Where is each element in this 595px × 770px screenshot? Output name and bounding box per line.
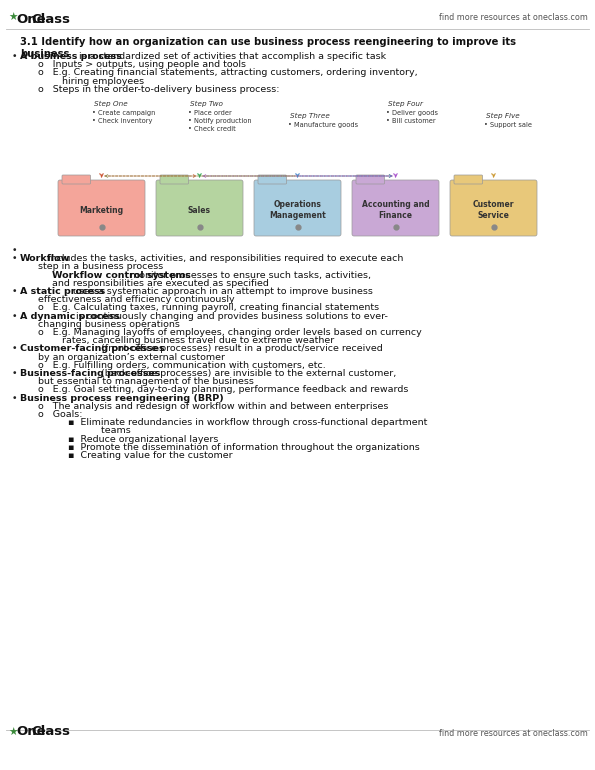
Text: o   The analysis and redesign of workflow within and between enterprises: o The analysis and redesign of workflow … xyxy=(38,402,389,411)
Text: Customer
Service: Customer Service xyxy=(473,200,514,219)
Text: Customer-facing processes: Customer-facing processes xyxy=(20,344,165,353)
FancyBboxPatch shape xyxy=(254,180,341,236)
Text: Workflow control systems: Workflow control systems xyxy=(52,270,191,280)
Text: o   Inputs > outputs, using people and tools: o Inputs > outputs, using people and too… xyxy=(38,60,246,69)
FancyBboxPatch shape xyxy=(454,175,483,184)
Text: rates, cancelling business travel due to extreme weather: rates, cancelling business travel due to… xyxy=(38,336,334,345)
Text: step in a business process: step in a business process xyxy=(38,263,163,271)
Text: •: • xyxy=(12,246,17,255)
Text: Step Three: Step Three xyxy=(290,113,330,119)
Text: A dynamic process: A dynamic process xyxy=(20,312,120,320)
Text: o   E.g. Managing layoffs of employees, changing order levels based on currency: o E.g. Managing layoffs of employees, ch… xyxy=(38,328,422,337)
Text: find more resources at oneclass.com: find more resources at oneclass.com xyxy=(439,13,588,22)
Text: Step Two: Step Two xyxy=(189,101,223,107)
Text: find more resources at oneclass.com: find more resources at oneclass.com xyxy=(439,729,588,738)
Text: o   E.g. Goal setting, day-to-day planning, performance feedback and rewards: o E.g. Goal setting, day-to-day planning… xyxy=(38,386,408,394)
Text: ▪  Promote the dissemination of information throughout the organizations: ▪ Promote the dissemination of informati… xyxy=(68,443,419,452)
Text: Business process reengineering (BRP): Business process reengineering (BRP) xyxy=(20,393,224,403)
Text: ▪  Reduce organizational layers: ▪ Reduce organizational layers xyxy=(68,434,218,444)
Text: Step Four: Step Four xyxy=(387,101,422,107)
Text: •: • xyxy=(12,393,17,403)
Text: ▪  Creating value for the customer: ▪ Creating value for the customer xyxy=(68,451,233,460)
Text: • Create campaign: • Create campaign xyxy=(92,110,156,116)
Text: One: One xyxy=(16,725,46,738)
Text: • Check inventory: • Check inventory xyxy=(92,118,153,124)
Text: hiring employees: hiring employees xyxy=(38,76,144,85)
Text: Business-facing processes: Business-facing processes xyxy=(20,369,161,378)
Text: 3.1 Identify how an organization can use business process reengineering to impro: 3.1 Identify how an organization can use… xyxy=(20,37,516,59)
Text: ★: ★ xyxy=(8,728,17,738)
Text: A business process: A business process xyxy=(20,52,122,61)
FancyBboxPatch shape xyxy=(160,175,189,184)
Text: Class: Class xyxy=(32,13,71,26)
FancyBboxPatch shape xyxy=(62,175,90,184)
FancyBboxPatch shape xyxy=(450,180,537,236)
Text: Operations
Management: Operations Management xyxy=(269,200,326,219)
FancyBboxPatch shape xyxy=(352,180,439,236)
Text: uses a systematic approach in an attempt to improve business: uses a systematic approach in an attempt… xyxy=(70,287,373,296)
Text: changing business operations: changing business operations xyxy=(38,320,180,329)
Text: teams: teams xyxy=(68,427,131,435)
Text: ★: ★ xyxy=(8,13,17,23)
FancyBboxPatch shape xyxy=(356,175,384,184)
Text: (back-office processes) are invisible to the external customer,: (back-office processes) are invisible to… xyxy=(98,369,396,378)
Text: Workflow: Workflow xyxy=(20,254,70,263)
Text: monitor processes to ensure such tasks, activities,: monitor processes to ensure such tasks, … xyxy=(127,270,371,280)
Text: • Manufacture goods: • Manufacture goods xyxy=(289,122,359,128)
Text: includes the tasks, activities, and responsibilities required to execute each: includes the tasks, activities, and resp… xyxy=(45,254,403,263)
Text: • Notify production: • Notify production xyxy=(189,118,252,124)
Text: One: One xyxy=(16,13,46,26)
Text: •: • xyxy=(12,254,17,263)
Text: Sales: Sales xyxy=(188,206,211,215)
Text: ▪  Eliminate redundancies in workflow through cross-functional department: ▪ Eliminate redundancies in workflow thr… xyxy=(68,418,427,427)
Text: and responsibilities are executed as specified: and responsibilities are executed as spe… xyxy=(52,279,269,288)
Text: by an organization’s external customer: by an organization’s external customer xyxy=(38,353,225,362)
FancyBboxPatch shape xyxy=(258,175,287,184)
Text: but essential to management of the business: but essential to management of the busin… xyxy=(38,377,254,387)
Text: •: • xyxy=(12,344,17,353)
Text: • Bill customer: • Bill customer xyxy=(387,118,436,124)
Text: •: • xyxy=(12,52,17,61)
Text: effectiveness and efficiency continuously: effectiveness and efficiency continuousl… xyxy=(38,295,234,304)
Text: A static process: A static process xyxy=(20,287,105,296)
Text: •: • xyxy=(12,287,17,296)
Text: Step One: Step One xyxy=(93,101,127,107)
Text: Accounting and
Finance: Accounting and Finance xyxy=(362,200,430,219)
FancyBboxPatch shape xyxy=(58,180,145,236)
Text: • Check credit: • Check credit xyxy=(189,126,236,132)
Text: o   E.g. Calculating taxes, running payroll, creating financial statements: o E.g. Calculating taxes, running payrol… xyxy=(38,303,379,313)
Text: o   E.g. Fulfilling orders, communication with customers, etc.: o E.g. Fulfilling orders, communication … xyxy=(38,361,325,370)
Text: is continuously changing and provides business solutions to ever-: is continuously changing and provides bu… xyxy=(73,312,388,320)
Text: •: • xyxy=(12,312,17,320)
Text: o   Goals:: o Goals: xyxy=(38,410,83,419)
Text: •: • xyxy=(12,369,17,378)
Text: o   Steps in the order-to-delivery business process:: o Steps in the order-to-delivery busines… xyxy=(38,85,280,94)
Text: Class: Class xyxy=(32,725,71,738)
Text: o   E.g. Creating financial statements, attracting customers, ordering inventory: o E.g. Creating financial statements, at… xyxy=(38,69,418,78)
Text: • Support sale: • Support sale xyxy=(484,122,533,128)
FancyBboxPatch shape xyxy=(156,180,243,236)
Text: is a standardized set of activities that accomplish a specific task: is a standardized set of activities that… xyxy=(76,52,386,61)
Text: (front-office processes) result in a product/service received: (front-office processes) result in a pro… xyxy=(98,344,383,353)
Text: Step Five: Step Five xyxy=(486,113,519,119)
Text: • Deliver goods: • Deliver goods xyxy=(387,110,439,116)
Text: Marketing: Marketing xyxy=(80,206,124,215)
Text: • Place order: • Place order xyxy=(189,110,232,116)
